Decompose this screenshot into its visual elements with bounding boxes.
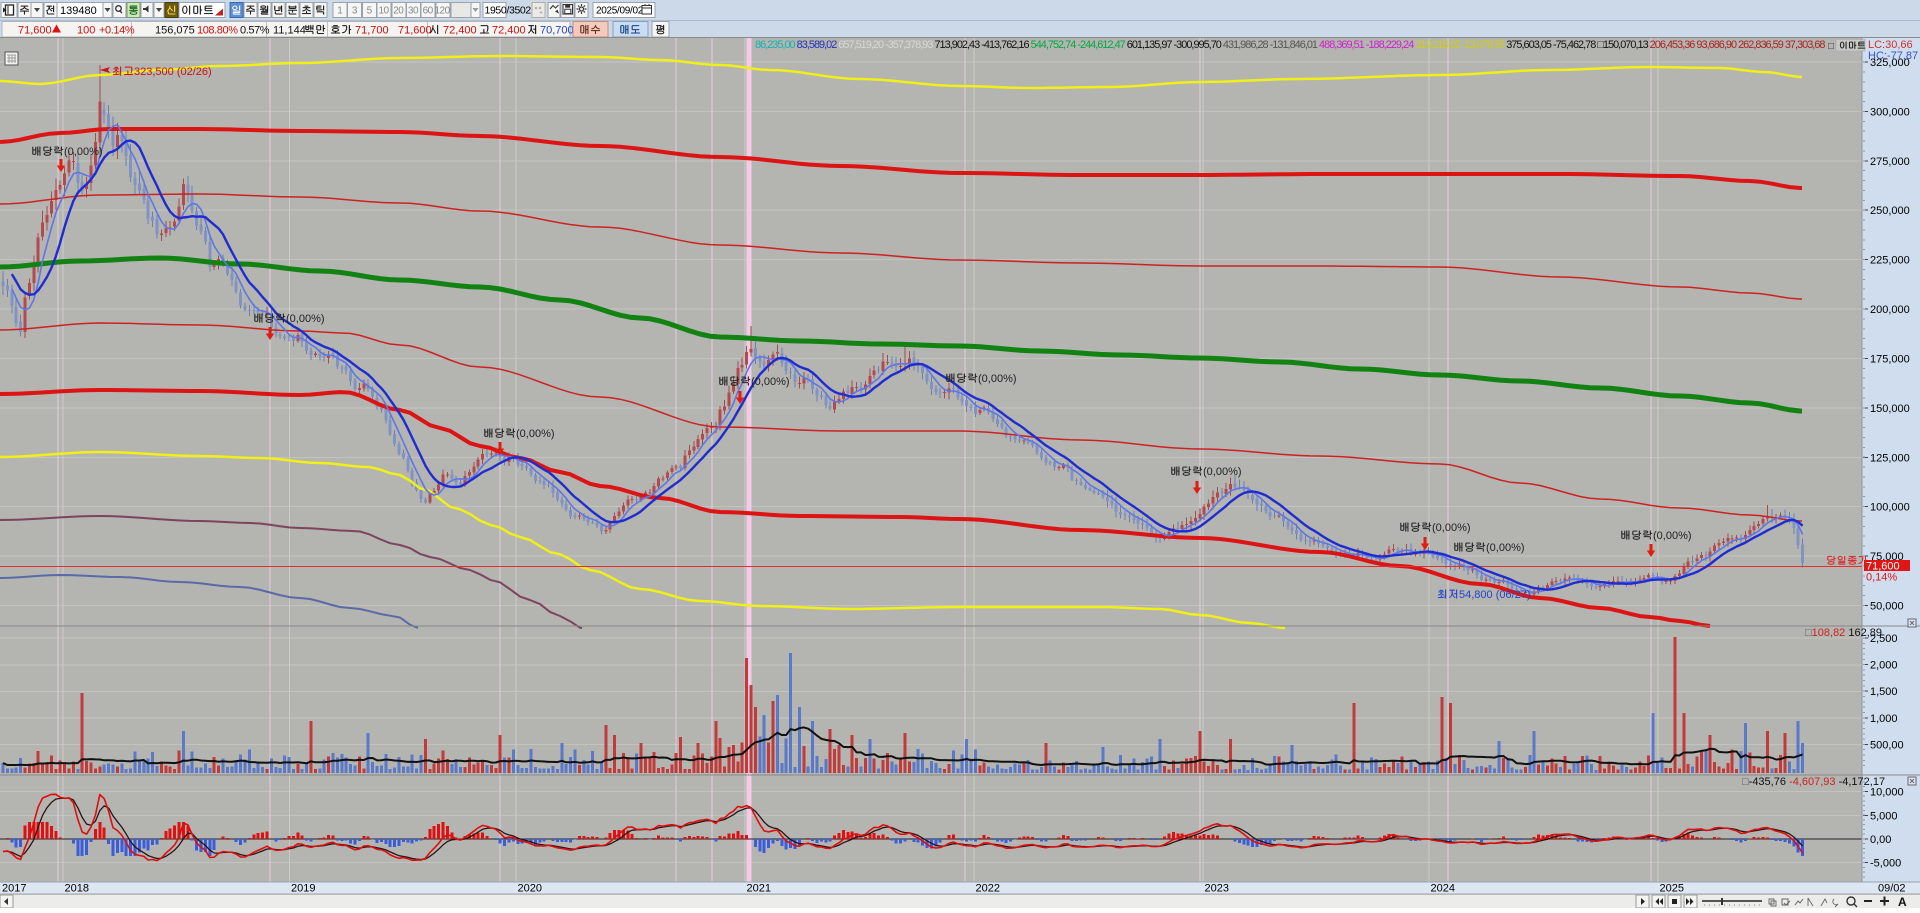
svg-text:(0,00%): (0,00%) xyxy=(516,428,555,440)
svg-text:72,400: 72,400 xyxy=(492,25,526,37)
svg-text:(0,00%): (0,00%) xyxy=(1432,522,1471,534)
svg-text:09/02: 09/02 xyxy=(1878,883,1906,895)
svg-text:10,000: 10,000 xyxy=(1870,787,1904,799)
svg-text:-5,000: -5,000 xyxy=(1870,858,1901,870)
svg-text:11,144: 11,144 xyxy=(273,25,306,37)
svg-text:200,000: 200,000 xyxy=(1870,304,1910,316)
svg-text:325,000: 325,000 xyxy=(1870,57,1910,69)
svg-text:86,235,00 83,589,02 657,519,20: 86,235,00 83,589,02 657,519,20 -357,378,… xyxy=(755,39,1825,51)
svg-text:□-435,76 -4,607,93 -4,172,17: □-435,76 -4,607,93 -4,172,17 xyxy=(1742,776,1885,788)
svg-text:156,075: 156,075 xyxy=(155,25,195,37)
svg-text:(0,00%): (0,00%) xyxy=(978,373,1017,385)
svg-text:(0,00%): (0,00%) xyxy=(64,146,103,158)
svg-text:100: 100 xyxy=(77,25,95,37)
svg-text:60: 60 xyxy=(423,6,434,17)
svg-text:125,000: 125,000 xyxy=(1870,452,1910,464)
svg-text:(0,00%): (0,00%) xyxy=(1203,466,1242,478)
svg-text:A: A xyxy=(1898,895,1907,908)
svg-text:2,500: 2,500 xyxy=(1870,633,1898,645)
svg-text:5: 5 xyxy=(367,6,373,17)
svg-text:2017: 2017 xyxy=(2,883,26,895)
svg-text:300,000: 300,000 xyxy=(1870,106,1910,118)
svg-text:0,14%: 0,14% xyxy=(1866,572,1897,584)
svg-text:2025: 2025 xyxy=(1660,883,1684,895)
svg-text:275,000: 275,000 xyxy=(1870,156,1910,168)
svg-text:1,000: 1,000 xyxy=(1870,713,1898,725)
svg-text:120: 120 xyxy=(435,6,451,17)
svg-text:2023: 2023 xyxy=(1205,883,1229,895)
svg-text:LC:30,66: LC:30,66 xyxy=(1868,39,1913,51)
svg-text:10: 10 xyxy=(379,6,390,17)
svg-text:1: 1 xyxy=(337,6,343,17)
svg-text:0.57%: 0.57% xyxy=(240,25,270,37)
svg-text:71,600: 71,600 xyxy=(398,25,432,37)
svg-text:(0,00%): (0,00%) xyxy=(1486,542,1525,554)
svg-text:(0,00%): (0,00%) xyxy=(751,376,790,388)
svg-text:5,000: 5,000 xyxy=(1870,810,1898,822)
svg-text:HC:-77,87: HC:-77,87 xyxy=(1868,50,1918,62)
svg-text:500,00: 500,00 xyxy=(1870,739,1904,751)
svg-text:2025/09/02: 2025/09/02 xyxy=(596,6,644,17)
svg-text:(0,00%): (0,00%) xyxy=(1653,530,1692,542)
svg-text:2019: 2019 xyxy=(291,883,315,895)
svg-text:(0,00%): (0,00%) xyxy=(286,313,325,325)
svg-text:50,000: 50,000 xyxy=(1870,601,1904,613)
svg-text:□: □ xyxy=(1828,41,1834,52)
svg-text:175,000: 175,000 xyxy=(1870,353,1910,365)
svg-text:2020: 2020 xyxy=(518,883,542,895)
svg-text:323,500 (02/26): 323,500 (02/26) xyxy=(134,66,212,78)
svg-text:1950: 1950 xyxy=(485,5,507,17)
svg-text:3: 3 xyxy=(352,6,358,17)
svg-text:54,800 (06/27): 54,800 (06/27) xyxy=(1459,589,1531,601)
svg-text:2021: 2021 xyxy=(747,883,771,895)
svg-text:0,00: 0,00 xyxy=(1870,834,1891,846)
svg-text:71,700: 71,700 xyxy=(355,25,389,37)
svg-text:139480: 139480 xyxy=(60,5,97,17)
svg-text:2024: 2024 xyxy=(1431,883,1455,895)
svg-text:/3502: /3502 xyxy=(507,5,532,17)
svg-text:100,000: 100,000 xyxy=(1870,502,1910,514)
svg-text:71,600: 71,600 xyxy=(18,25,52,37)
svg-text:2,000: 2,000 xyxy=(1870,660,1898,672)
svg-text:20: 20 xyxy=(393,6,404,17)
svg-text:150,000: 150,000 xyxy=(1870,403,1910,415)
svg-text:□108,82 162,89: □108,82 162,89 xyxy=(1805,627,1882,639)
svg-text:225,000: 225,000 xyxy=(1870,255,1910,267)
svg-text:70,700: 70,700 xyxy=(540,25,574,37)
svg-text:2018: 2018 xyxy=(65,883,89,895)
svg-text:+0.14%: +0.14% xyxy=(99,25,135,37)
svg-text:108.80%: 108.80% xyxy=(197,25,238,37)
svg-text:72,400: 72,400 xyxy=(443,25,477,37)
svg-text:250,000: 250,000 xyxy=(1870,205,1910,217)
svg-text:30: 30 xyxy=(408,6,419,17)
svg-text:1,500: 1,500 xyxy=(1870,686,1898,698)
svg-text:2022: 2022 xyxy=(976,883,1000,895)
svg-text:71,600: 71,600 xyxy=(1866,561,1900,573)
